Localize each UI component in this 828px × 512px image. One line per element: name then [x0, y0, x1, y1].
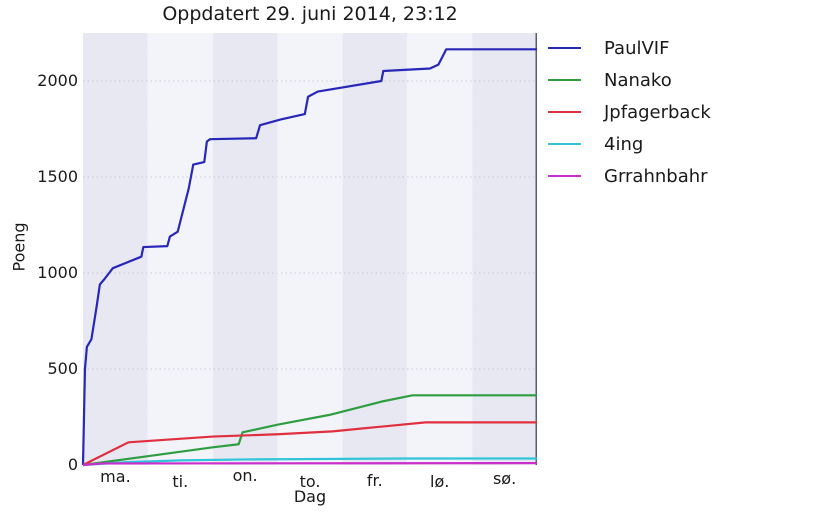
- legend: PaulVIF Nanako Jpfagerback 4ing Grrahnbahr: [548, 32, 711, 192]
- day-band: [277, 33, 343, 465]
- legend-label: Jpfagerback: [604, 101, 711, 123]
- x-tick-label: sø.: [492, 469, 517, 488]
- legend-item-jpfagerback: Jpfagerback: [548, 96, 711, 128]
- legend-label: 4ing: [604, 133, 644, 155]
- x-tick-label: fr.: [366, 471, 383, 490]
- series-line-jpfagerback: [82, 421, 537, 466]
- y-tick-label: 500: [47, 359, 78, 378]
- day-band: [147, 33, 213, 465]
- chart-title: Oppdatert 29. juni 2014, 23:12: [162, 3, 458, 25]
- y-tick-label: 1000: [37, 263, 78, 282]
- y-tick-label: 0: [67, 455, 78, 474]
- legend-item-paulvif: PaulVIF: [548, 32, 711, 64]
- day-band: [212, 33, 278, 465]
- legend-item-nanako: Nanako: [548, 64, 711, 96]
- legend-label: Nanako: [604, 69, 672, 91]
- legend-item-grrahnbahr: Grrahnbahr: [548, 160, 711, 192]
- legend-line-swatch: [548, 79, 581, 81]
- legend-line-swatch: [548, 143, 581, 145]
- legend-label: PaulVIF: [604, 37, 670, 59]
- x-axis-label: Dag: [293, 487, 327, 506]
- legend-line-swatch: [548, 47, 581, 49]
- legend-item-4ing: 4ing: [548, 128, 711, 160]
- y-tick-label: 2000: [37, 71, 78, 90]
- series-line-4ing: [82, 457, 537, 467]
- legend-label: Grrahnbahr: [604, 165, 708, 187]
- day-band: [407, 33, 473, 465]
- series-line-grrahnbahr: [82, 461, 538, 467]
- plot-area: [81, 33, 538, 467]
- series-line-nanako: [82, 394, 537, 467]
- x-tick-label: on.: [232, 466, 258, 485]
- x-tick-label: ti.: [172, 472, 189, 491]
- day-band: [342, 33, 408, 465]
- day-band: [83, 33, 148, 465]
- x-tick-label: to.: [299, 472, 321, 491]
- series-line-paulvif: [81, 48, 537, 466]
- legend-line-swatch: [548, 175, 581, 177]
- day-band: [472, 33, 537, 465]
- x-tick-label: ma.: [100, 467, 131, 486]
- y-tick-label: 1500: [37, 167, 78, 186]
- legend-line-swatch: [548, 111, 581, 113]
- x-tick-label: lø.: [430, 472, 450, 491]
